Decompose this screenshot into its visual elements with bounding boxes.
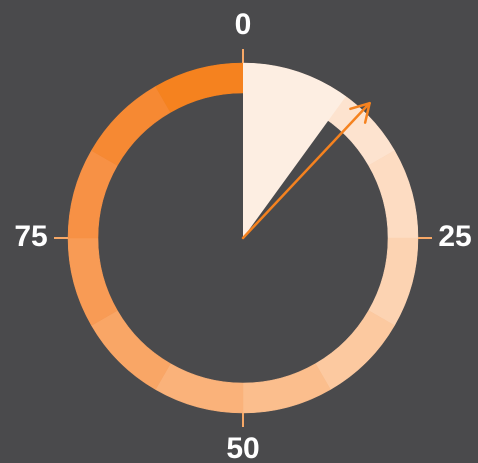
tick-label: 75 — [14, 220, 47, 253]
needle-head — [349, 101, 371, 124]
tick-label: 25 — [438, 220, 471, 253]
tick-label: 0 — [235, 8, 252, 41]
needle — [241, 101, 371, 240]
tick-label: 50 — [226, 432, 259, 463]
value-wedge — [243, 63, 346, 238]
